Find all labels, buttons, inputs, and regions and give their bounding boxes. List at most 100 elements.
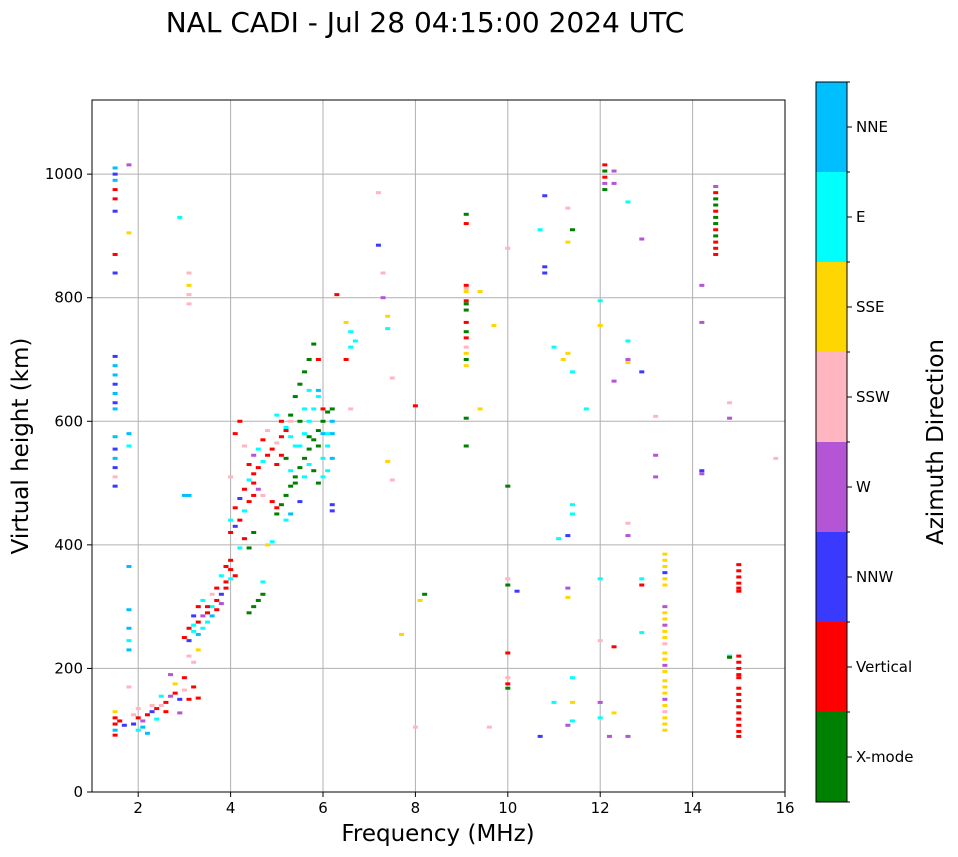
echo-point [352, 339, 358, 343]
plot-area: 2 4 6 8 10 12 14 16 0 200 400 600 800 1000 [45, 99, 795, 817]
y-tick-label: 0 [73, 783, 83, 801]
echo-point [168, 694, 174, 698]
echo-point [191, 629, 197, 633]
echo-point [112, 166, 118, 170]
echo-point [505, 651, 511, 655]
colorbar-segment [816, 262, 847, 352]
echo-point [727, 416, 733, 420]
echo-point [736, 666, 742, 670]
echo-point [195, 648, 201, 652]
echo-point [302, 432, 308, 436]
echo-point [463, 290, 469, 294]
echo-point [662, 611, 668, 615]
echo-point [611, 711, 617, 715]
echo-point [491, 324, 497, 328]
echo-point [662, 571, 668, 575]
echo-point [463, 444, 469, 448]
echo-point [135, 716, 141, 720]
echo-point [228, 568, 234, 572]
echo-point [602, 169, 608, 173]
echo-point [112, 373, 118, 377]
echo-point [417, 598, 423, 602]
echo-point [126, 639, 132, 643]
echo-point [274, 413, 280, 417]
echo-point [597, 299, 603, 303]
echo-point [389, 478, 395, 482]
echo-point [320, 419, 326, 423]
echo-point [713, 191, 719, 195]
echo-point [565, 595, 571, 599]
echo-point [569, 503, 575, 507]
echo-point [112, 728, 118, 732]
echo-point [713, 246, 719, 250]
echo-point [662, 722, 668, 726]
echo-point [237, 419, 243, 423]
echo-point [385, 459, 391, 463]
x-axis: 2 4 6 8 10 12 14 16 [133, 792, 795, 817]
echo-point [191, 660, 197, 664]
echo-point [736, 705, 742, 709]
y-tick-label: 600 [54, 412, 83, 430]
echo-point [569, 512, 575, 516]
echo-point [112, 354, 118, 358]
echo-point [662, 623, 668, 627]
echo-point [251, 453, 257, 457]
echo-point [302, 475, 308, 479]
echo-point [560, 358, 566, 361]
y-tick-label: 200 [54, 659, 83, 677]
echo-point [639, 237, 645, 241]
echo-point [209, 605, 215, 609]
echo-point [241, 444, 247, 448]
echo-point [278, 503, 284, 507]
y-tick-label: 1000 [45, 165, 83, 183]
echo-point [662, 670, 668, 674]
echo-point [195, 632, 201, 636]
echo-point [200, 614, 206, 618]
colorbar-tick-label: X-mode [856, 748, 913, 766]
echo-point [320, 475, 326, 479]
echo-point [463, 320, 469, 324]
echo-point [228, 558, 234, 562]
echo-point [551, 700, 557, 704]
echo-point [237, 518, 243, 522]
echo-point [463, 336, 469, 340]
echo-point [736, 563, 742, 567]
echo-point [565, 723, 571, 727]
echo-point [315, 481, 321, 485]
colorbar-frame [815, 81, 848, 803]
echo-point [463, 308, 469, 312]
echo-point [569, 700, 575, 704]
echo-point [209, 614, 215, 618]
echo-point [602, 163, 608, 167]
echo-point [288, 435, 294, 439]
echo-point [177, 215, 183, 219]
echo-point [297, 466, 303, 470]
echo-point [537, 734, 543, 738]
x-tick-label: 4 [226, 799, 236, 817]
echo-point [736, 734, 742, 738]
echo-point [653, 475, 659, 479]
echo-point [181, 636, 187, 640]
echo-point [205, 611, 210, 615]
echo-point [112, 172, 118, 176]
echo-point [551, 345, 557, 349]
echo-point [662, 691, 668, 695]
echo-point [126, 648, 132, 652]
echo-point [186, 283, 192, 287]
x-tick-label: 16 [775, 799, 794, 817]
echo-point [306, 435, 312, 439]
echo-point [736, 717, 742, 721]
echo-point [232, 432, 238, 436]
echo-point [186, 639, 192, 643]
echo-point [325, 444, 331, 448]
echo-point [186, 626, 192, 630]
echo-point [325, 469, 331, 473]
echo-point [117, 719, 123, 723]
echo-point [597, 577, 603, 581]
echo-point [583, 407, 589, 411]
echo-point [463, 330, 469, 334]
echo-point [205, 605, 210, 609]
echo-point [112, 209, 118, 213]
echo-point [389, 376, 395, 380]
echo-point [135, 728, 141, 732]
